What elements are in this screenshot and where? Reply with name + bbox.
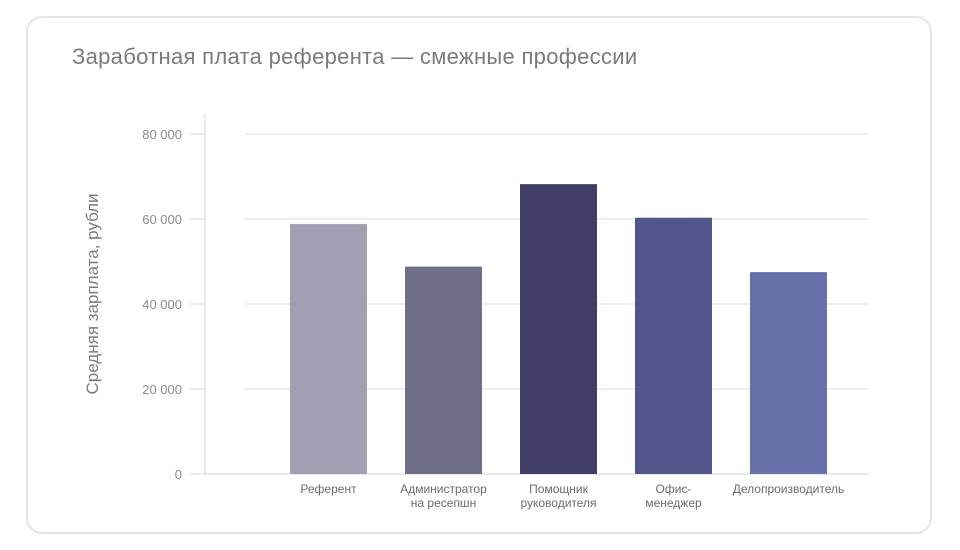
y-tick-label: 0 bbox=[175, 467, 182, 482]
bar bbox=[520, 184, 597, 474]
bar bbox=[635, 217, 712, 474]
y-tick-label: 20 000 bbox=[142, 382, 182, 397]
y-tick-label: 60 000 bbox=[142, 212, 182, 227]
y-tick-label: 80 000 bbox=[142, 127, 182, 142]
x-category-label: Офис-менеджер bbox=[645, 482, 702, 510]
x-category-label: Делопроизводитель bbox=[733, 482, 845, 496]
bar bbox=[405, 266, 482, 474]
bar bbox=[290, 224, 367, 474]
bar bbox=[750, 272, 827, 474]
x-category-label: Референт bbox=[300, 482, 357, 496]
chart-title: Заработная плата референта — смежные про… bbox=[72, 44, 638, 69]
y-tick-label: 40 000 bbox=[142, 297, 182, 312]
y-axis-label: Средняя зарплата, рубли bbox=[83, 193, 102, 394]
x-category-label: Помощник руководителя bbox=[520, 482, 596, 510]
x-category-label: Администратор на ресепшн bbox=[400, 482, 487, 510]
